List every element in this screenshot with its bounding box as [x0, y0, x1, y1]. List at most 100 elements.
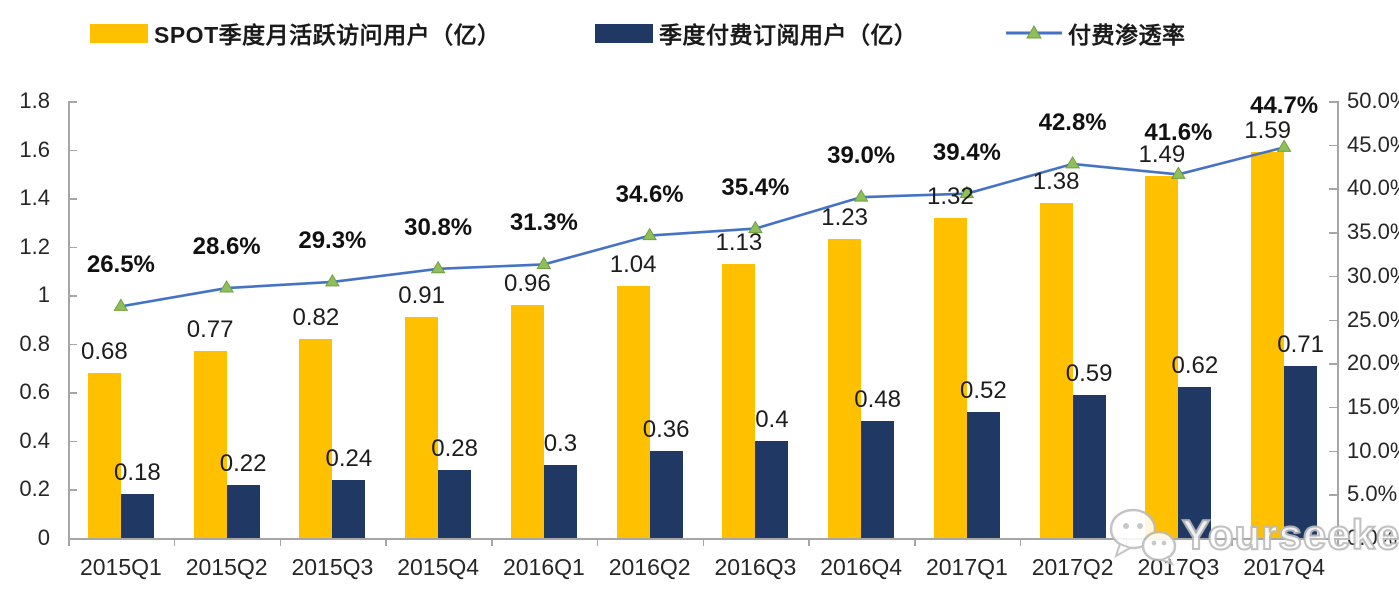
right-axis-tick: [1329, 406, 1337, 409]
right-axis-tick: [1329, 144, 1337, 147]
right-axis-tick: [1329, 275, 1337, 278]
subs-bar-2015Q4: [438, 470, 472, 538]
mau-legend-label: SPOT季度月活跃访问用户（亿）: [154, 22, 501, 48]
subs-value-label-2017Q3: 0.62: [1171, 352, 1219, 380]
subs-value-label-2016Q3: 0.4: [755, 405, 789, 433]
penetration-label-2015Q2: 28.6%: [192, 233, 261, 261]
left-axis-tick: [69, 101, 77, 103]
x-axis-tick-label: 2015Q3: [291, 554, 374, 580]
right-axis-tick-label: 45.0%: [1347, 131, 1399, 157]
penetration-marker-2016Q1: [536, 256, 552, 269]
subs-bar-2017Q4: [1284, 365, 1318, 538]
mau-bar-2015Q4: [405, 317, 439, 538]
left-axis-tick-label: 0: [37, 525, 50, 550]
x-axis-tick: [1019, 539, 1022, 546]
subs-legend-swatch: [595, 23, 653, 43]
x-axis-tick: [914, 539, 916, 546]
right-axis-tick-label: 25.0%: [1347, 306, 1399, 332]
left-axis-tick-label: 1.2: [19, 233, 50, 259]
subs-bar-2016Q4: [861, 421, 895, 538]
penetration-label-2016Q4: 39.0%: [827, 142, 896, 170]
mau-value-label-2015Q1: 0.68: [81, 337, 128, 365]
x-axis-tick: [68, 539, 70, 546]
subs-bar-2017Q1: [966, 411, 1000, 538]
right-axis-tick: [1329, 538, 1337, 540]
right-axis-tick-label: 20.0%: [1347, 350, 1399, 376]
x-axis-tick-label: 2017Q2: [1031, 554, 1114, 580]
x-axis-tick-label: 2015Q2: [185, 554, 268, 580]
right-axis-tick: [1329, 101, 1337, 103]
x-axis-tick: [173, 539, 176, 546]
penetration-label-2016Q1: 31.3%: [509, 209, 578, 237]
left-axis-tick-label: 0.2: [19, 476, 50, 502]
left-axis-tick: [69, 198, 77, 200]
subs-bar-2017Q2: [1072, 394, 1106, 538]
watermark-text: Yourseeker: [1181, 510, 1399, 559]
x-axis-tick-label: 2017Q4: [1243, 554, 1326, 580]
x-axis-tick: [596, 539, 599, 546]
mau-legend-swatch: [90, 23, 148, 43]
subs-bar-2016Q3: [755, 440, 789, 538]
subs-bar-2017Q3: [1178, 387, 1212, 538]
left-axis-tick-label: 1: [37, 282, 50, 308]
right-axis-tick-label: 5.0%: [1347, 481, 1398, 507]
subs-bar-2015Q3: [332, 479, 366, 538]
subs-value-label-2015Q1: 0.18: [114, 459, 161, 487]
right-axis-tick-label: 35.0%: [1347, 219, 1399, 245]
right-axis-line: [1337, 101, 1339, 538]
right-axis-tick: [1329, 494, 1337, 496]
penetration-legend-marker: [1006, 25, 1062, 41]
penetration-legend-label: 付费渗透率: [1068, 22, 1186, 48]
mau-value-label-2016Q3: 1.13: [715, 228, 763, 256]
right-axis-tick: [1329, 232, 1337, 234]
penetration-label-2017Q4: 44.7%: [1250, 92, 1319, 120]
right-axis-tick: [1329, 363, 1337, 365]
mau-value-label-2015Q4: 0.91: [398, 282, 445, 310]
mau-bar-2016Q1: [510, 304, 544, 538]
subs-bar-2016Q1: [543, 465, 577, 538]
x-axis-tick: [1231, 539, 1233, 546]
mau-value-label-2017Q4: 1.59: [1244, 116, 1291, 144]
right-axis-tick-label: 50.0%: [1347, 88, 1399, 113]
left-axis-tick-label: 0.8: [19, 330, 50, 356]
subs-value-label-2015Q2: 0.22: [219, 449, 267, 477]
subs-bar-2015Q2: [226, 484, 260, 538]
penetration-label-2017Q3: 41.6%: [1144, 119, 1213, 147]
penetration-label-2016Q3: 35.4%: [721, 173, 790, 201]
left-axis-tick: [69, 392, 77, 394]
x-axis-tick-label: 2016Q1: [502, 554, 585, 580]
x-axis-line: [68, 538, 1339, 540]
x-axis-tick-label: 2017Q1: [925, 554, 1008, 580]
subs-bar-2016Q2: [649, 450, 683, 538]
mau-value-label-2017Q1: 1.32: [927, 182, 974, 210]
mau-value-label-2016Q2: 1.04: [609, 250, 657, 278]
penetration-marker-2015Q2: [219, 280, 235, 293]
left-axis-tick: [69, 538, 77, 540]
x-axis-tick: [1337, 539, 1339, 546]
legend-item-penetration: 付费渗透率: [1006, 18, 1186, 48]
x-axis-tick: [279, 539, 281, 546]
legend-item-mau: SPOT季度月活跃访问用户（亿）: [90, 18, 501, 48]
x-axis-tick: [808, 539, 810, 546]
x-axis-tick-label: 2016Q2: [608, 554, 691, 580]
right-axis-tick-label: 10.0%: [1347, 437, 1399, 463]
subs-value-label-2016Q4: 0.48: [854, 386, 901, 414]
penetration-line: [120, 146, 1285, 308]
left-axis-tick: [69, 246, 77, 249]
x-axis-tick: [491, 539, 493, 546]
subs-value-label-2015Q3: 0.24: [325, 444, 373, 472]
x-axis-tick-label: 2016Q3: [714, 554, 797, 580]
mau-value-label-2016Q4: 1.23: [821, 204, 868, 232]
subs-value-label-2016Q1: 0.3: [543, 430, 578, 458]
left-axis-tick-label: 1.4: [19, 185, 50, 211]
left-axis-tick-label: 1.6: [19, 136, 50, 162]
left-axis-tick: [69, 343, 77, 346]
right-axis-tick-label: 30.0%: [1347, 262, 1399, 288]
left-axis-tick-label: 0.4: [19, 427, 50, 453]
mau-bar-2016Q3: [722, 263, 756, 538]
penetration-marker-2015Q4: [430, 260, 446, 274]
right-axis-tick: [1329, 188, 1337, 190]
mau-bar-2015Q2: [193, 351, 227, 538]
subs-bar-2015Q1: [120, 494, 154, 538]
